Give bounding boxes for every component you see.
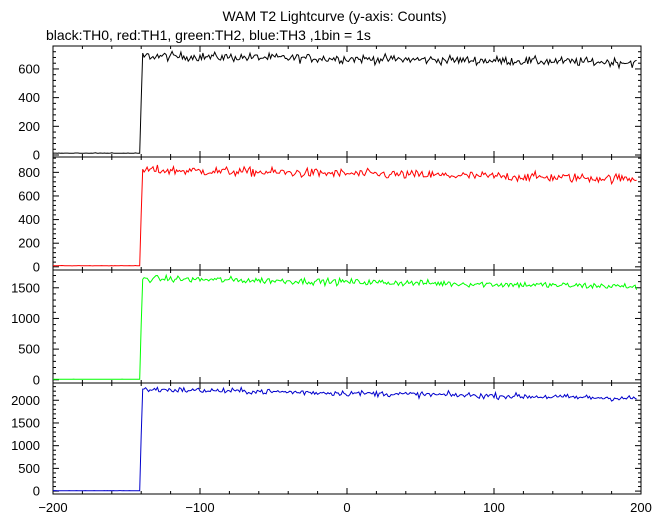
y-tick-label: 2000 — [11, 393, 40, 408]
y-tick-label: 400 — [18, 90, 40, 105]
x-tick-label: 200 — [630, 500, 652, 515]
y-tick-label: 400 — [18, 212, 40, 227]
y-tick-label: 200 — [18, 119, 40, 134]
y-tick-label: 1500 — [11, 280, 40, 295]
y-tick-label: 800 — [18, 165, 40, 180]
y-tick-label: 1000 — [11, 438, 40, 453]
series-line-th2 — [52, 273, 638, 380]
y-tick-label: 600 — [18, 188, 40, 203]
y-tick-label: 500 — [18, 342, 40, 357]
y-tick-label: 0 — [33, 259, 40, 274]
y-tick-label: 600 — [18, 61, 40, 76]
series-line-th3 — [53, 385, 637, 492]
y-tick-label: 200 — [18, 236, 40, 251]
x-tick-label: −200 — [38, 500, 67, 515]
y-tick-label: 500 — [18, 461, 40, 476]
y-tick-label: 0 — [33, 148, 40, 163]
y-tick-label: 0 — [33, 372, 40, 387]
chart-title: WAM T2 Lightcurve (y-axis: Counts) — [222, 8, 447, 24]
y-tick-label: 0 — [33, 484, 40, 499]
x-tick-label: −100 — [185, 500, 214, 515]
x-tick-label: 100 — [483, 500, 505, 515]
series-line-th0 — [53, 50, 637, 154]
y-tick-label: 1500 — [11, 415, 40, 430]
y-tick-label: 1000 — [11, 311, 40, 326]
x-tick-label: 0 — [343, 500, 350, 515]
chart-subtitle: black:TH0, red:TH1, green:TH2, blue:TH3 … — [46, 27, 371, 43]
series-line-th1 — [52, 164, 637, 267]
